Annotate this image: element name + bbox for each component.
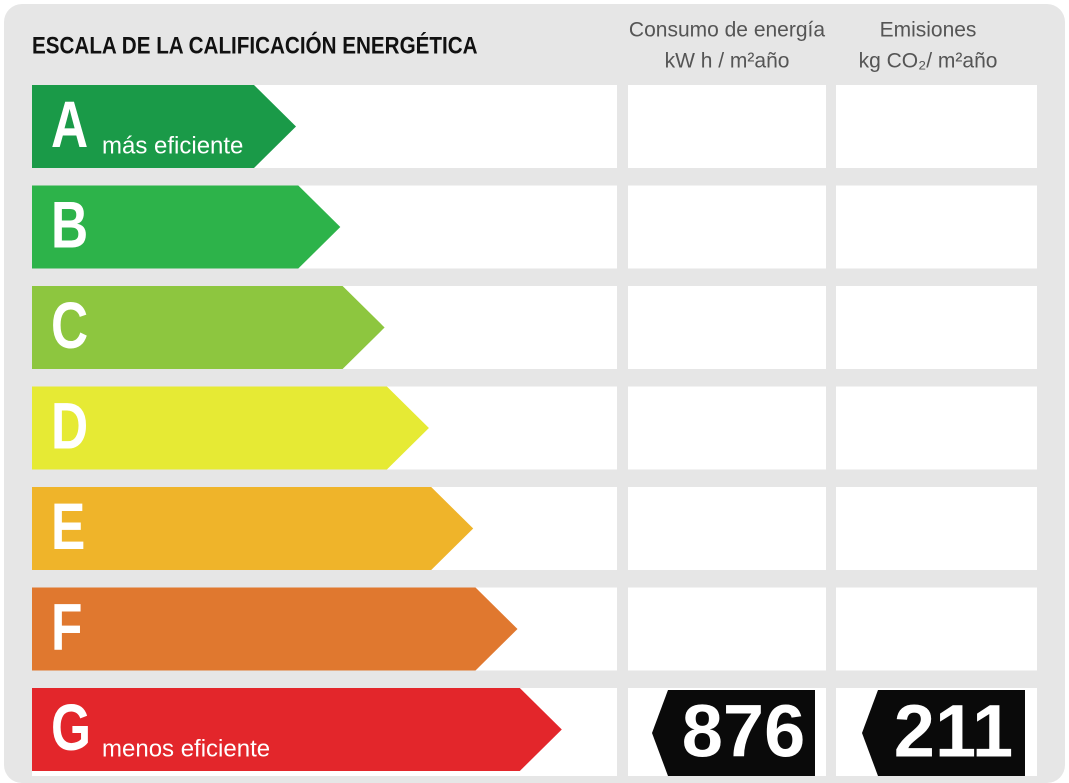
rating-arrow bbox=[32, 185, 341, 269]
rating-description: más eficiente bbox=[102, 132, 243, 159]
rating-arrow bbox=[32, 688, 562, 771]
rating-arrow bbox=[32, 286, 385, 369]
rating-letter: B bbox=[51, 187, 88, 262]
value-text: 211 bbox=[894, 690, 1013, 773]
column-header: Emisiones bbox=[880, 19, 977, 42]
column-header: Consumo de energía bbox=[629, 19, 825, 42]
rating-arrow bbox=[32, 587, 518, 671]
energy-cell bbox=[628, 286, 826, 369]
rating-letter: A bbox=[51, 87, 88, 162]
value-badge bbox=[862, 690, 1025, 776]
emissions-cell bbox=[836, 185, 1037, 269]
energy-cell bbox=[628, 85, 826, 168]
energy-cell bbox=[628, 587, 826, 671]
emissions-cell bbox=[836, 85, 1037, 168]
energy-cell bbox=[628, 487, 826, 570]
rating-letter: E bbox=[51, 489, 85, 564]
rating-letter: C bbox=[51, 288, 88, 363]
emissions-cell bbox=[836, 587, 1037, 671]
emissions-cell bbox=[836, 487, 1037, 570]
column-unit: kW h / m²año bbox=[665, 50, 790, 73]
emissions-cell bbox=[836, 386, 1037, 470]
rating-arrow bbox=[32, 487, 474, 570]
rating-letter: G bbox=[51, 690, 91, 765]
column-unit: kg CO₂/ m²año bbox=[859, 50, 998, 73]
rating-letter: F bbox=[51, 589, 82, 664]
rating-letter: D bbox=[51, 388, 88, 463]
value-text: 876 bbox=[682, 690, 805, 773]
rating-description: menos eficiente bbox=[102, 735, 270, 762]
title: ESCALA DE LA CALIFICACIÓN ENERGÉTICA bbox=[32, 32, 478, 59]
rating-arrow bbox=[32, 85, 296, 168]
emissions-cell bbox=[836, 286, 1037, 369]
energy-cell bbox=[628, 185, 826, 269]
energy-cell bbox=[628, 386, 826, 470]
value-badge bbox=[652, 690, 815, 776]
rating-arrow bbox=[32, 386, 429, 470]
